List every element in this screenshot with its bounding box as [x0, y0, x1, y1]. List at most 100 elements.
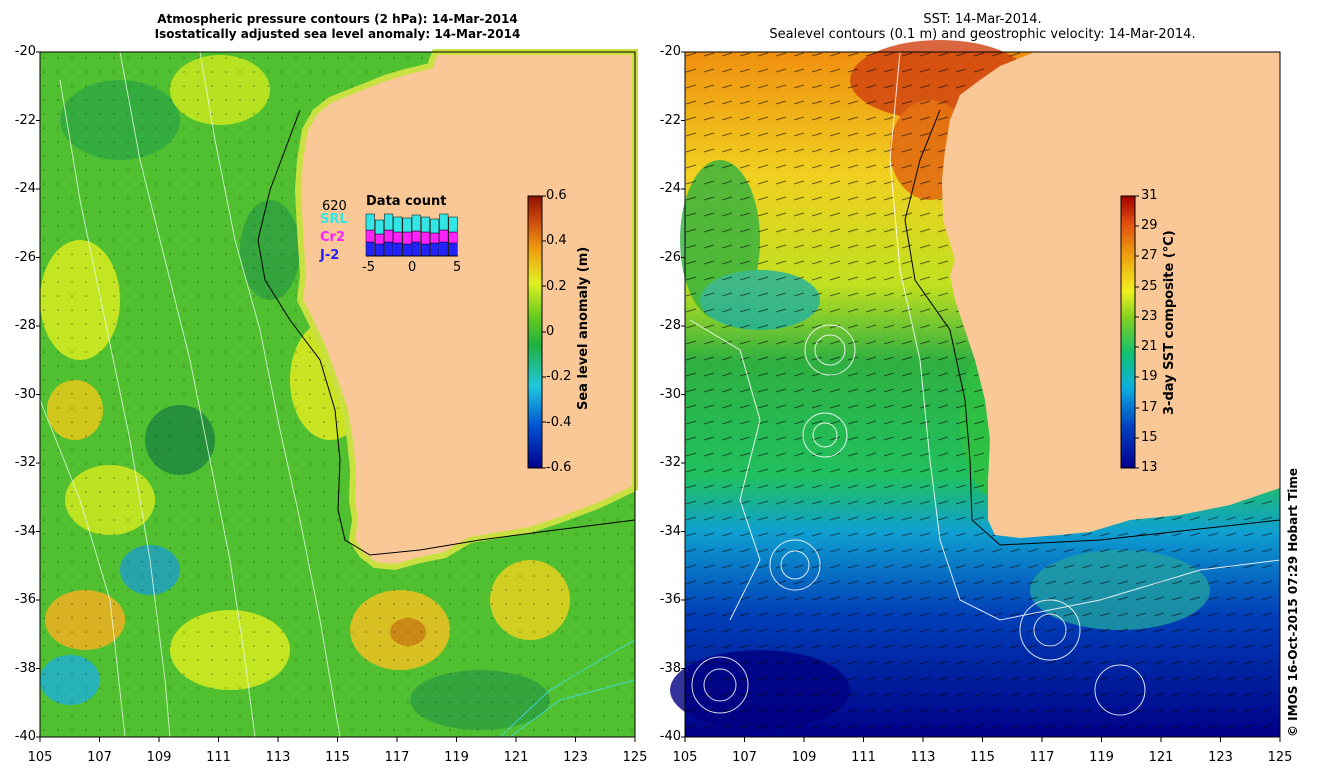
right-title: SST: 14-Mar-2014. Sealevel contours (0.1…	[685, 12, 1280, 42]
data-count-bar	[393, 231, 403, 244]
sla-tick-label: 0	[546, 324, 555, 339]
data-count-bar	[448, 242, 458, 257]
lon-label: 113	[265, 750, 291, 765]
lon-label: 117	[384, 750, 410, 765]
data-count-bar	[411, 230, 421, 243]
right-title-line2: Sealevel contours (0.1 m) and geostrophi…	[769, 27, 1196, 42]
lat-label: -34	[659, 523, 681, 539]
data-count-bar	[439, 241, 449, 257]
lon-label: 107	[732, 750, 757, 765]
data-count-bar	[365, 229, 375, 243]
lon-label: 115	[970, 750, 995, 765]
data-count-xtick-pos: 5	[453, 260, 462, 275]
right-map	[670, 40, 1281, 738]
data-count-bar	[393, 216, 403, 233]
lon-label: 123	[563, 750, 588, 765]
lon-label: 115	[325, 750, 350, 765]
lat-label: -40	[659, 729, 681, 744]
data-count-bar	[374, 243, 384, 257]
axis-ticks	[36, 51, 1281, 742]
left-contours	[39, 51, 636, 738]
lon-label: 113	[910, 750, 936, 765]
data-count-bar	[374, 219, 384, 235]
data-count-sat2: Cr2	[320, 230, 345, 245]
data-count-bar	[411, 214, 421, 232]
sst-tick-label: 17	[1141, 399, 1158, 415]
sst-tick-label: 21	[1141, 339, 1158, 355]
left-title-line2: Isostatically adjusted sea level anomaly…	[154, 27, 521, 41]
lat-label: -38	[14, 660, 36, 676]
lat-label: -26	[14, 249, 36, 265]
sla-tick-label: 0.4	[546, 233, 567, 249]
sla-tick-label: -0.4	[546, 414, 572, 430]
data-count-sat1: SRL	[320, 212, 348, 227]
lon-label: 105	[672, 750, 698, 765]
lat-label: -32	[14, 455, 36, 470]
data-count-bar	[448, 216, 458, 233]
sla-colorbar-ticks	[542, 195, 546, 469]
data-count-bar	[384, 241, 394, 257]
data-count-sat3: J-2	[320, 248, 340, 263]
lon-label: 119	[444, 750, 469, 765]
lat-label: -34	[14, 523, 36, 539]
data-count-bar	[365, 213, 375, 231]
lon-label: 121	[1148, 750, 1174, 765]
sst-tick-label: 13	[1141, 460, 1158, 475]
data-count-bar	[393, 242, 403, 257]
data-count-bar	[384, 229, 394, 243]
lat-label: -22	[14, 112, 36, 128]
sla-tick-label: 0.6	[546, 188, 567, 203]
data-count-bar	[430, 232, 440, 244]
lat-label: -24	[14, 181, 36, 196]
lon-label: 107	[87, 750, 112, 765]
lat-label: -30	[659, 386, 681, 402]
left-title-line1: Atmospheric pressure contours (2 hPa): 1…	[157, 12, 518, 26]
lon-label: 125	[1267, 750, 1293, 765]
lon-label: 125	[622, 750, 648, 765]
sst-colorbar-ticks	[1135, 195, 1139, 469]
left-land	[294, 49, 638, 571]
sst-tick-label: 23	[1141, 308, 1158, 324]
sla-colorbar-label: Sea level anomaly (m)	[576, 246, 591, 410]
lat-label: -22	[659, 112, 681, 128]
sst-tick-label: 25	[1141, 278, 1158, 294]
sst-tick-label: 15	[1141, 429, 1158, 445]
lat-label: -36	[14, 592, 36, 607]
lon-label: 119	[1089, 750, 1114, 765]
data-count-xtick-zero: 0	[408, 260, 417, 275]
data-count-title: Data count	[366, 194, 447, 209]
sst-tick-label: 27	[1141, 248, 1158, 264]
left-isobath	[257, 109, 636, 556]
data-count-bar	[402, 231, 412, 245]
lon-label: 105	[27, 750, 53, 765]
right-contours	[689, 51, 1281, 716]
lat-label: -30	[14, 386, 36, 402]
sla-tick-label: -0.2	[546, 369, 572, 385]
data-count-bar	[448, 231, 458, 244]
data-count-bar	[430, 218, 440, 234]
lat-label: -20	[14, 44, 36, 59]
left-map	[39, 49, 638, 738]
sst-tick-label: 29	[1141, 218, 1158, 234]
sst-tick-label: 31	[1141, 188, 1158, 203]
sst-colorbar-label: 3-day SST composite (°C)	[1162, 230, 1177, 415]
lat-label: -32	[659, 455, 681, 470]
lat-label: -28	[659, 318, 681, 333]
lon-label: 111	[851, 750, 876, 765]
right-land	[942, 52, 1280, 538]
lon-label: 121	[503, 750, 529, 765]
lat-label: -36	[659, 592, 681, 607]
sla-colorbar	[527, 195, 543, 469]
data-count-bar	[420, 231, 430, 245]
data-count-bar	[439, 229, 449, 243]
data-count-bar	[384, 213, 394, 231]
sla-tick-label: 0.2	[546, 278, 567, 294]
lon-label: 123	[1208, 750, 1233, 765]
lon-label: 111	[206, 750, 231, 765]
sla-tick-label: -0.6	[546, 460, 572, 475]
left-title: Atmospheric pressure contours (2 hPa): 1…	[40, 12, 635, 42]
lat-label: -40	[14, 729, 36, 744]
lon-label: 109	[791, 750, 817, 765]
data-count-bar	[439, 213, 449, 231]
